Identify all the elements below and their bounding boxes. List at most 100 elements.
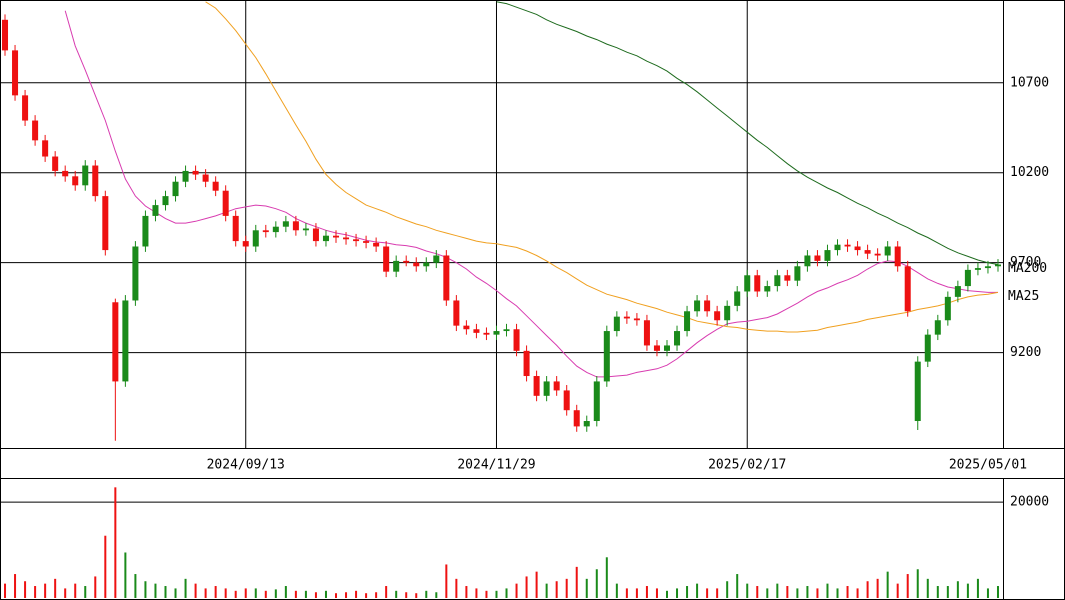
volume-bar: [625, 588, 628, 598]
volume-bar: [4, 583, 7, 598]
volume-bar: [54, 578, 57, 598]
volume-bar: [84, 586, 87, 598]
candle-body: [653, 345, 660, 351]
y-tick-label: 20000: [1010, 495, 1049, 510]
volume-bar: [645, 586, 648, 598]
volume-bar: [284, 586, 287, 598]
x-tick-label: 2024/09/13: [207, 458, 285, 473]
candle-body: [844, 244, 851, 247]
candle-body: [82, 165, 89, 186]
volume-bar: [465, 586, 468, 598]
candle-body: [643, 320, 650, 346]
volume-bar: [224, 588, 227, 598]
candle-body: [322, 235, 329, 242]
candle-body: [583, 421, 590, 427]
candle-body: [623, 316, 630, 319]
volume-bar: [164, 586, 167, 598]
volume-bar: [565, 578, 568, 598]
volume-bar: [505, 588, 508, 598]
volume-bar: [174, 588, 177, 598]
volume-bar: [655, 588, 658, 598]
volume-bar: [686, 586, 689, 598]
volume-bar: [615, 583, 618, 598]
candle-body: [674, 331, 681, 346]
candle-body: [513, 329, 520, 351]
volume-bar: [14, 574, 17, 598]
volume-bar: [605, 557, 608, 598]
volume-bar: [986, 588, 989, 598]
volume-bar: [886, 571, 889, 598]
candle-body: [252, 230, 259, 247]
candle-body: [312, 228, 319, 242]
volume-bar: [876, 578, 879, 598]
candle-body: [383, 246, 390, 272]
candle-body: [663, 345, 671, 351]
volume-bar: [936, 586, 939, 598]
volume-bar: [324, 590, 327, 598]
candle-body: [112, 302, 119, 382]
volume-bar: [585, 578, 588, 598]
candle-body: [172, 181, 179, 197]
candle-body: [423, 262, 430, 267]
candle-body: [814, 255, 821, 261]
candle-body: [12, 50, 19, 96]
candle-body: [2, 19, 9, 51]
volume-panel: [0, 487, 1003, 598]
candle-body: [102, 196, 109, 251]
candle-body: [182, 170, 189, 182]
candle-body: [734, 291, 741, 306]
candle-body: [864, 250, 871, 254]
volume-bar: [545, 583, 548, 598]
labels: 9200 9700 10200 10700 2024/09/13 2024/11/29 20…: [207, 75, 1050, 509]
candle-body: [543, 381, 550, 396]
volume-bar: [746, 583, 749, 598]
candle-body: [332, 235, 340, 238]
y-tick-label: 9700: [1010, 255, 1041, 270]
volume-bar: [906, 574, 909, 598]
volume-bar: [445, 564, 448, 598]
candle-body: [764, 286, 771, 292]
volume-bar: [736, 574, 739, 598]
volume-bar: [375, 592, 378, 598]
volume-bar: [635, 588, 638, 598]
candle-body: [974, 268, 981, 270]
candle-body: [282, 221, 289, 227]
volume-bar: [154, 583, 157, 598]
volume-bar: [796, 588, 799, 598]
volume-bar: [676, 588, 679, 598]
candle-body: [984, 266, 991, 269]
candle-body: [32, 120, 39, 141]
volume-bar: [34, 586, 37, 598]
volume-bar: [405, 592, 408, 598]
candle-body: [152, 205, 159, 216]
x-tick-label: 2025/05/01: [949, 458, 1027, 473]
candle-body: [413, 262, 420, 267]
volume-bar: [214, 586, 217, 598]
volume-bar: [806, 586, 809, 598]
candle-body: [964, 269, 971, 287]
volume-bar: [425, 590, 428, 598]
volume-bar: [294, 590, 297, 598]
candle-body: [633, 318, 640, 321]
volume-bar: [455, 578, 458, 598]
candle-body: [854, 246, 861, 251]
candle-body: [714, 311, 721, 321]
volume-bar: [866, 581, 869, 598]
volume-bar: [134, 574, 137, 598]
candle-body: [212, 181, 219, 191]
volume-bar: [726, 581, 729, 598]
candle-body: [292, 221, 299, 231]
candle-body: [994, 264, 1001, 267]
candle-body: [393, 260, 400, 272]
candle-body: [794, 266, 801, 281]
price-panel: [0, 0, 1003, 448]
legend-label: MA25: [1008, 289, 1039, 304]
candle-body: [232, 215, 239, 242]
candle-body: [242, 241, 249, 247]
volume-bar: [94, 576, 97, 598]
volume-bar: [515, 583, 518, 598]
volume-bar: [395, 590, 398, 598]
volume-bar: [435, 592, 438, 598]
candle-body: [944, 296, 951, 321]
